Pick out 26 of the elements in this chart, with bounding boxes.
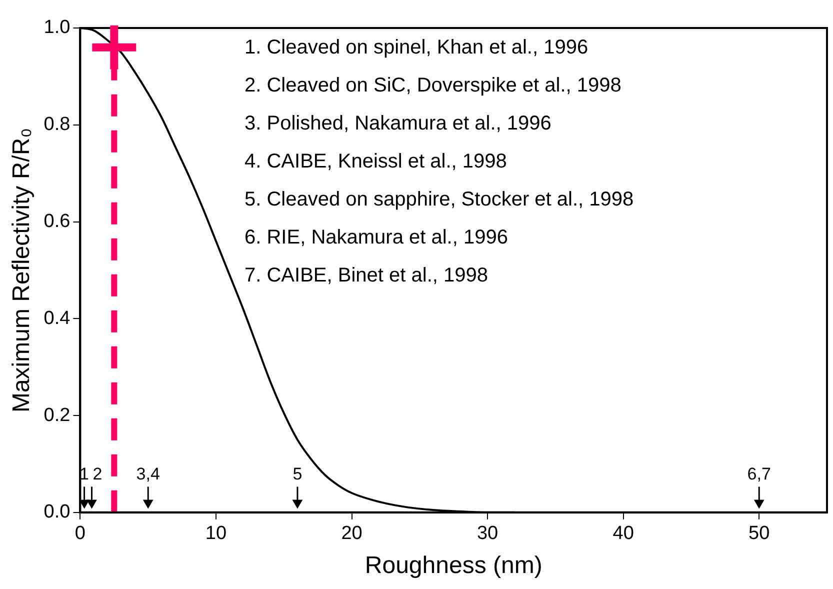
annotation: 5 <box>292 464 302 484</box>
annotation: 4. CAIBE, Kneissl et al., 1998 <box>244 150 507 173</box>
y-tick-label: 0.6 <box>44 210 70 232</box>
x-tick-label: 30 <box>476 523 498 544</box>
y-tick-label: 0.8 <box>44 114 70 136</box>
x-tick-label: 0 <box>74 523 86 544</box>
x-axis-title: Roughness (nm) <box>364 552 542 580</box>
annotation: 6,7 <box>747 464 771 484</box>
annotation: 5. Cleaved on sapphire, Stocker et al., 1998 <box>244 188 634 211</box>
annotation: 1 <box>80 464 90 484</box>
y-tick-label: 0.2 <box>44 404 70 426</box>
annotation: 3. Polished, Nakamura et al., 1996 <box>244 112 552 135</box>
annotation: 1. Cleaved on spinel, Khan et al., 1996 <box>244 36 588 59</box>
annotation: 7. CAIBE, Binet et al., 1998 <box>244 264 488 287</box>
x-tick-label: 10 <box>205 523 227 544</box>
x-tick-label: 40 <box>612 523 634 544</box>
annotation: 2 <box>92 464 102 484</box>
y-tick-label: 1.0 <box>44 17 70 38</box>
x-tick-label: 20 <box>341 523 362 544</box>
annotation: 3,4 <box>136 464 160 484</box>
x-tick-label: 50 <box>748 523 770 544</box>
annotation: 6. RIE, Nakamura et al., 1996 <box>244 226 508 249</box>
annotation: 2. Cleaved on SiC, Doverspike et al., 1998 <box>244 74 622 97</box>
y-tick-label: 0.4 <box>44 308 71 329</box>
y-axis-title: Maximum Reflectivity R/R₀ <box>8 128 36 413</box>
y-tick-label: 0.0 <box>44 502 70 523</box>
